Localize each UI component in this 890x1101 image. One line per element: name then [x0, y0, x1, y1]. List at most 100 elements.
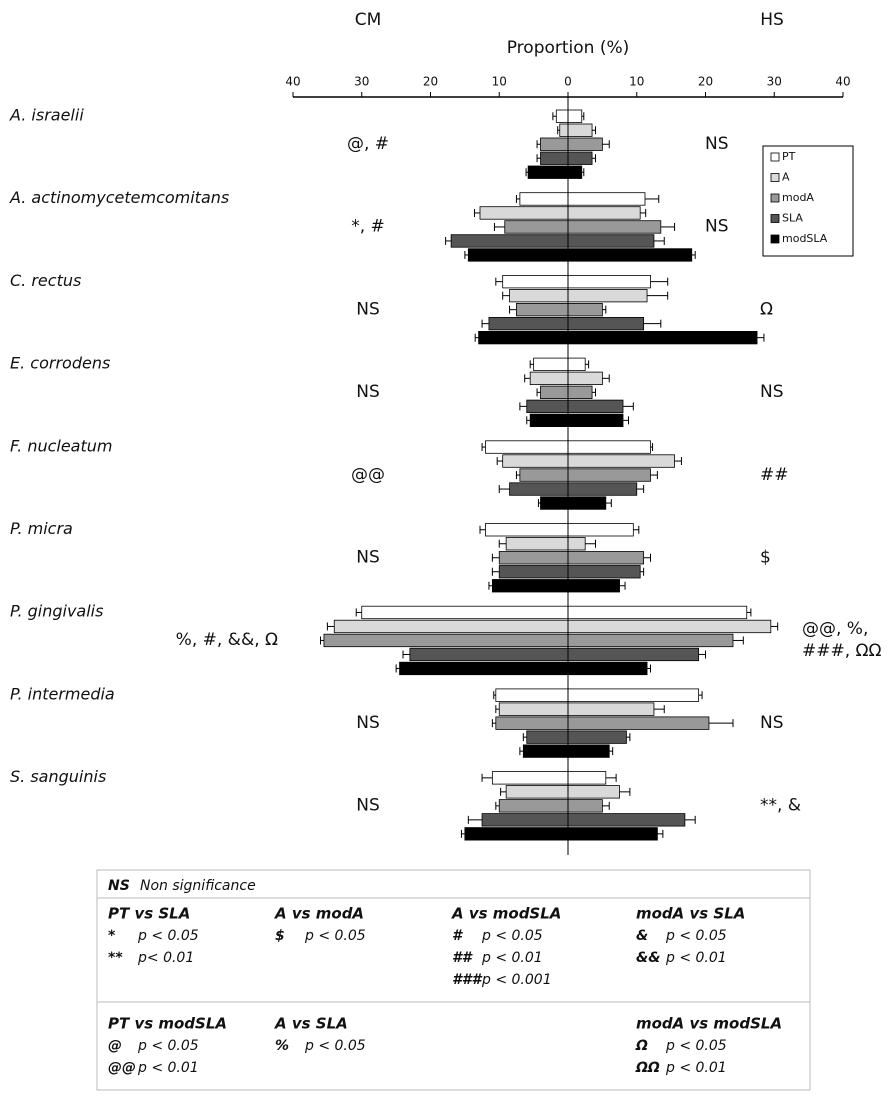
- error-bar: [515, 194, 520, 203]
- key-text: p < 0.01: [481, 950, 543, 966]
- x-tick-label: 30: [767, 75, 782, 89]
- error-bar: [481, 773, 493, 782]
- annotation-right: **, &: [760, 796, 801, 816]
- bar: [498, 799, 569, 813]
- key-text: p < 0.05: [665, 1038, 727, 1054]
- bar: [567, 440, 651, 454]
- key-symbol: ΩΩ: [635, 1060, 660, 1076]
- bar: [567, 619, 772, 634]
- error-bar: [585, 360, 590, 369]
- category-label: A. actinomycetemcomitans: [9, 188, 229, 207]
- error-bar: [647, 291, 669, 300]
- key-symbol: &: [636, 928, 648, 944]
- key-text: p < 0.05: [665, 928, 727, 944]
- error-bar: [519, 402, 527, 411]
- bar: [450, 234, 569, 248]
- bar: [555, 109, 569, 123]
- legend-label: PT: [782, 150, 796, 163]
- key-title: PT vs modSLA: [108, 1015, 227, 1033]
- x-tick-label: 20: [423, 75, 438, 89]
- key-symbol: ###: [452, 972, 482, 988]
- error-bar: [626, 733, 631, 742]
- bar: [481, 813, 569, 827]
- bar: [567, 661, 648, 676]
- annotation-right: ###, ΩΩ: [802, 641, 882, 661]
- error-bar: [495, 705, 500, 714]
- bar: [540, 137, 569, 151]
- x-tick-label: 40: [835, 75, 850, 89]
- key-symbol: **: [108, 950, 123, 966]
- bar: [567, 633, 734, 648]
- bar: [567, 385, 593, 400]
- bar: [559, 123, 569, 137]
- annotation-left: @, #: [347, 134, 389, 154]
- bar: [491, 771, 569, 785]
- error-bar: [488, 581, 493, 590]
- error-bar: [355, 608, 362, 617]
- bar: [567, 730, 627, 744]
- key-text: p < 0.01: [665, 950, 727, 966]
- error-bar: [633, 525, 640, 534]
- error-bar: [660, 222, 676, 231]
- category-label: A. israelii: [9, 106, 84, 125]
- error-bar: [500, 787, 507, 796]
- key-text: p< 0.01: [137, 950, 194, 966]
- bar: [509, 288, 569, 303]
- annotation-right: Ω: [760, 299, 773, 319]
- error-bar: [467, 815, 483, 824]
- key-text: p < 0.05: [304, 928, 366, 944]
- annotation-left: %, #, &&, Ω: [176, 630, 278, 650]
- annotation-left: NS: [356, 713, 380, 733]
- annotation-left: *, #: [351, 217, 385, 237]
- key-symbol: @: [108, 1038, 122, 1054]
- bar: [409, 647, 569, 662]
- bar: [498, 565, 569, 579]
- error-bar: [640, 208, 647, 217]
- bar: [567, 234, 655, 248]
- bar: [505, 537, 569, 551]
- error-bar: [609, 747, 614, 756]
- bar: [516, 302, 569, 317]
- error-bar: [495, 277, 503, 286]
- bar: [567, 454, 675, 468]
- bar: [567, 302, 603, 317]
- error-bar: [770, 622, 779, 631]
- key-symbol: %: [275, 1038, 289, 1054]
- error-bar: [619, 581, 626, 590]
- error-bar: [698, 691, 703, 700]
- x-axis-label: Proportion (%): [507, 38, 630, 58]
- error-bar: [526, 416, 531, 425]
- key-text: p < 0.001: [481, 972, 552, 988]
- bar: [567, 827, 658, 841]
- category-label: E. corrodens: [10, 354, 110, 373]
- bar: [485, 440, 569, 454]
- key-box: [96, 869, 811, 1091]
- bar: [478, 330, 569, 345]
- error-bar: [524, 374, 531, 383]
- key-title: modA vs modSLA: [636, 1015, 782, 1033]
- bar: [567, 109, 583, 123]
- error-bar: [495, 801, 500, 810]
- error-bar: [536, 140, 541, 149]
- bar: [567, 605, 748, 620]
- bar: [567, 220, 662, 234]
- bar: [567, 357, 586, 372]
- error-bar: [498, 485, 510, 494]
- error-bar: [592, 388, 596, 397]
- error-bar: [519, 747, 524, 756]
- error-bar: [623, 402, 634, 411]
- key-text: p < 0.05: [137, 928, 199, 944]
- error-bar: [493, 691, 496, 700]
- key-title: A vs SLA: [274, 1015, 348, 1033]
- error-bar: [623, 416, 629, 425]
- error-bar: [581, 168, 585, 177]
- bar: [498, 702, 569, 716]
- bar: [502, 454, 569, 468]
- bar: [567, 688, 700, 702]
- error-bar: [708, 719, 734, 728]
- bar: [399, 661, 569, 676]
- error-bar: [493, 222, 505, 231]
- category-label: P. micra: [10, 519, 73, 538]
- key-ns-symbol: NS: [108, 878, 130, 894]
- bar: [567, 206, 641, 220]
